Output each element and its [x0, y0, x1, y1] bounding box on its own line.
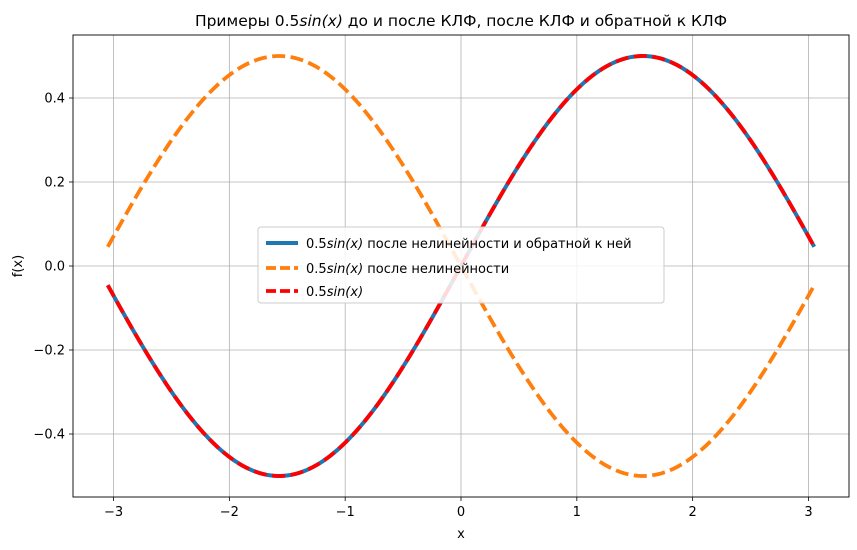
y-tick-label: 0.2 [44, 176, 65, 191]
legend: 0.5sin(x) после нелинейности и обратной … [257, 226, 665, 304]
x-tick-label: 2 [689, 505, 697, 520]
y-tick-label: −0.2 [33, 344, 65, 359]
series-line-2 [106, 54, 816, 478]
chart-title: Примеры 0.5sin(x) до и после КЛФ, после … [195, 12, 727, 30]
series-line-3 [106, 54, 816, 478]
legend-entry-3: 0.5sin(x) [306, 285, 363, 300]
legend-2-coef: 0.5 [306, 262, 327, 277]
legend-1-rest: после нелинейности и обратной к ней [363, 237, 631, 252]
y-tick-label: 0.4 [44, 92, 65, 107]
x-tick-label: 3 [804, 505, 812, 520]
y-axis-label: f(x) [11, 255, 26, 277]
x-axis-label: x [457, 527, 465, 542]
legend-2-rest: после нелинейности [363, 262, 509, 277]
x-tick-label: 1 [573, 505, 581, 520]
y-tick-label: 0.0 [44, 260, 65, 275]
x-tick-label: −3 [104, 505, 123, 520]
title-math: sin(x) [299, 12, 342, 30]
y-tick-label: −0.4 [33, 428, 65, 443]
legend-3-coef: 0.5 [306, 285, 327, 300]
x-tick-label: 0 [457, 505, 465, 520]
legend-3-math: sin(x) [327, 285, 363, 300]
legend-entry-1: 0.5sin(x) после нелинейности и обратной … [306, 237, 632, 252]
legend-1-coef: 0.5 [306, 237, 327, 252]
legend-2-math: sin(x) [327, 262, 363, 277]
title-suffix: до и после КЛФ, после КЛФ и обратной к К… [343, 12, 727, 30]
title-prefix: Примеры 0.5 [195, 12, 299, 30]
legend-1-math: sin(x) [327, 237, 363, 252]
legend-box [257, 226, 665, 304]
x-tick-label: −1 [336, 505, 355, 520]
x-tick-label: −2 [220, 505, 239, 520]
ticks: −3 −2 −1 0 1 2 3 −0.4 −0.2 0.0 0.2 0.4 [33, 92, 812, 521]
legend-entry-2: 0.5sin(x) после нелинейности [306, 262, 509, 277]
